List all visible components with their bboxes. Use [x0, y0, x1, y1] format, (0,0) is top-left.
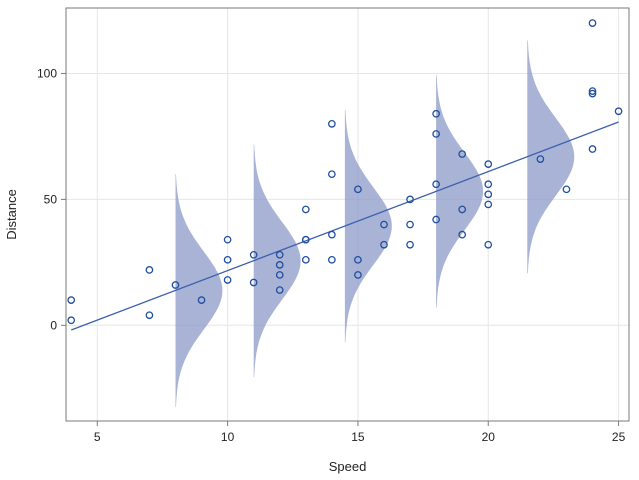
data-point [484, 240, 493, 249]
data-point [67, 316, 76, 325]
data-point [484, 190, 493, 199]
data-point [458, 205, 467, 214]
data-point [328, 230, 336, 239]
data-point [328, 119, 336, 128]
data-point [249, 250, 258, 259]
data-point [171, 281, 180, 289]
data-point [145, 266, 154, 274]
data-point [406, 220, 414, 229]
data-point [588, 87, 597, 95]
data-point [432, 180, 440, 189]
data-point [301, 205, 310, 214]
data-point [588, 89, 597, 98]
data-point [432, 215, 440, 224]
data-point [223, 235, 232, 244]
x-tick-label: 5 [94, 430, 101, 444]
data-point [432, 130, 440, 138]
data-point [223, 255, 232, 264]
data-point [484, 160, 493, 168]
data-point [380, 240, 388, 249]
data-point [614, 107, 623, 116]
x-tick-label: 15 [351, 430, 365, 444]
x-tick-label: 10 [221, 430, 235, 444]
x-axis-title: Speed [329, 459, 367, 474]
data-point [588, 19, 597, 27]
regression-line-group [70, 121, 619, 331]
y-tick-label: 0 [50, 318, 57, 332]
y-tick-label: 100 [37, 66, 57, 80]
density-curve [436, 75, 483, 308]
y-axis-title: Distance [4, 189, 19, 240]
data-point [328, 255, 336, 264]
data-point [484, 180, 493, 189]
data-point [145, 311, 154, 320]
data-point [354, 271, 362, 279]
data-point [354, 185, 362, 194]
data-point [275, 250, 284, 259]
data-point [380, 220, 388, 229]
data-point [536, 155, 545, 163]
density-curve [527, 40, 575, 274]
density-curve [175, 174, 223, 407]
data-point [484, 200, 493, 209]
data-point [458, 150, 467, 158]
data-point [301, 235, 310, 244]
density-curve [344, 109, 392, 343]
axis-ticks: 5 10 15 20 25 0 50 100 [37, 66, 626, 444]
regression-line [70, 121, 619, 331]
data-point [432, 109, 440, 118]
x-tick-label: 25 [612, 430, 626, 444]
data-point [328, 170, 336, 179]
data-point [406, 240, 414, 249]
data-point [562, 185, 571, 194]
data-point [223, 276, 232, 284]
data-point [354, 255, 362, 264]
data-point [197, 296, 206, 304]
data-point [275, 271, 284, 279]
density-curve [253, 144, 301, 378]
data-point [301, 255, 310, 264]
data-point [249, 278, 258, 287]
x-tick-label: 20 [482, 430, 496, 444]
data-point [458, 230, 467, 239]
data-point [275, 261, 284, 269]
scatter-points [67, 19, 623, 325]
y-tick-label: 50 [44, 192, 58, 206]
data-point [406, 195, 414, 204]
data-point [67, 296, 76, 304]
data-point [588, 145, 597, 153]
data-point [275, 286, 284, 294]
plot-frame [65, 7, 630, 422]
density-curves [175, 40, 575, 407]
